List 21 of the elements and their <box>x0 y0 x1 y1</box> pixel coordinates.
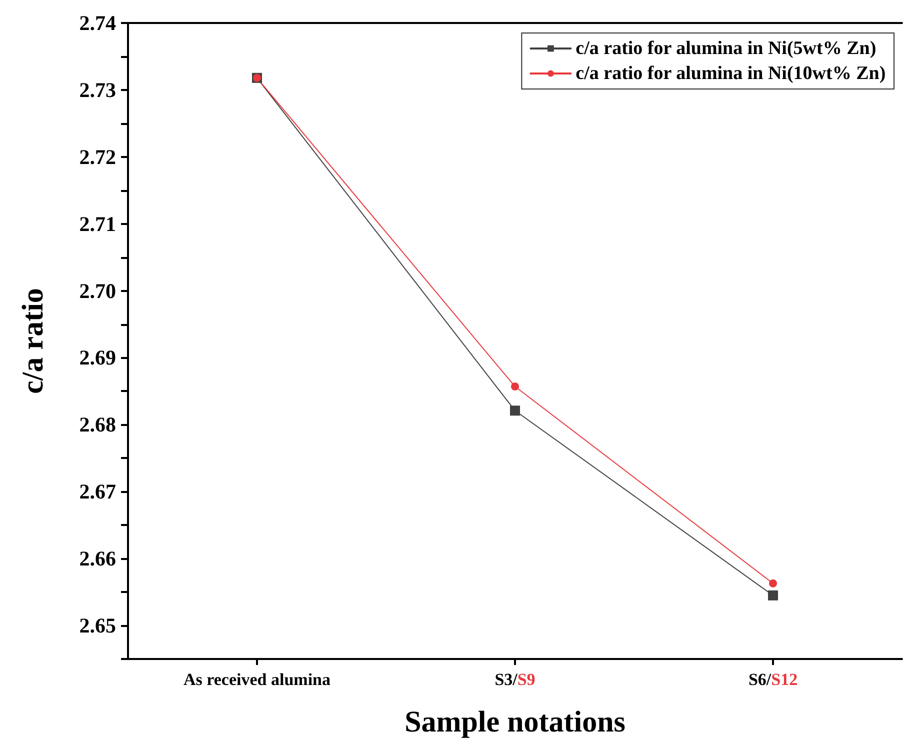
y-tick-label: 2.73 <box>79 78 116 102</box>
point <box>769 579 777 588</box>
y-tick-label: 2.69 <box>79 346 116 370</box>
legend-label: c/a ratio for alumina in Ni(5wt% Zn) <box>576 38 876 59</box>
x-tick-label: As received alumina <box>183 670 331 689</box>
y-axis-title: c/a ratio <box>16 288 50 394</box>
y-tick-label: 2.66 <box>79 546 116 571</box>
point <box>511 382 519 391</box>
y-tick-label: 2.72 <box>79 144 116 169</box>
x-tick-label: S6/S12 <box>748 670 798 689</box>
y-tick-label: 2.71 <box>79 212 116 236</box>
point <box>768 590 778 600</box>
y-tick-label: 2.67 <box>79 480 116 504</box>
y-tick-label: 2.65 <box>79 614 116 638</box>
y-tick-label: 2.68 <box>79 412 116 437</box>
x-tick-label: S3/S9 <box>494 670 536 689</box>
x-axis-title: Sample notations <box>404 706 626 738</box>
point <box>510 406 520 416</box>
y-tick-label: 2.74 <box>79 11 116 35</box>
legend-label: c/a ratio for alumina in Ni(10wt% Zn) <box>576 63 886 84</box>
y-tick-label: 2.70 <box>79 278 116 303</box>
